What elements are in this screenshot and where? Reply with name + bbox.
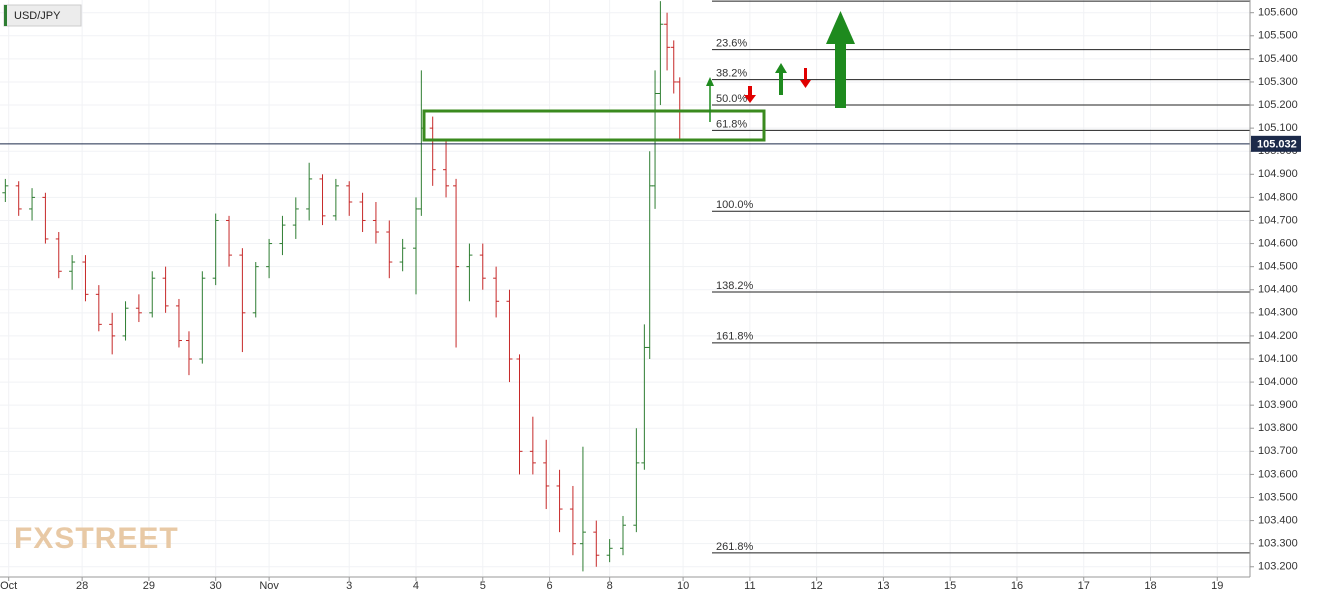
fib-label: 261.8%	[716, 541, 754, 553]
y-tick-label: 105.500	[1258, 30, 1298, 42]
y-tick-label: 104.400	[1258, 284, 1298, 296]
x-tick-label: 3	[346, 580, 352, 592]
arrow-head	[826, 11, 855, 44]
arrow-head	[775, 63, 787, 73]
arrow-up	[779, 72, 783, 95]
fib-label: 23.6%	[716, 38, 747, 50]
x-tick-label: 29	[143, 580, 155, 592]
arrow-head	[744, 95, 756, 103]
x-tick-label: 10	[677, 580, 689, 592]
arrow-down	[748, 86, 752, 96]
x-tick-label: 15	[944, 580, 956, 592]
fib-label: 138.2%	[716, 280, 754, 292]
fib-label: 100.0%	[716, 199, 754, 211]
y-tick-label: 104.500	[1258, 261, 1298, 273]
y-tick-label: 104.100	[1258, 353, 1298, 365]
arrow-head	[706, 77, 714, 86]
y-tick-label: 105.400	[1258, 53, 1298, 65]
x-tick-label: 16	[1011, 580, 1023, 592]
watermark: FXSTREET	[14, 522, 179, 555]
y-tick-label: 103.900	[1258, 399, 1298, 411]
y-tick-label: 103.500	[1258, 491, 1298, 503]
y-tick-label: 105.300	[1258, 76, 1298, 88]
arrow-down	[804, 68, 807, 81]
x-tick-label: 17	[1078, 580, 1090, 592]
y-tick-label: 105.600	[1258, 7, 1298, 19]
x-tick-label: 13	[877, 580, 889, 592]
y-tick-label: 105.100	[1258, 122, 1298, 134]
x-tick-label: Nov	[259, 580, 279, 592]
x-tick-label: 6	[546, 580, 552, 592]
last-price-box	[1251, 135, 1301, 152]
y-tick-label: 104.700	[1258, 214, 1298, 226]
y-tick-label: 104.300	[1258, 307, 1298, 319]
x-tick-label: 28	[76, 580, 88, 592]
symbol-marker	[4, 5, 7, 26]
y-tick-label: 104.200	[1258, 330, 1298, 342]
arrow-head	[800, 80, 811, 88]
grid	[0, 0, 1250, 576]
x-tick-label: 5	[480, 580, 486, 592]
y-tick-label: 105.200	[1258, 99, 1298, 111]
fib-label: 38.2%	[716, 68, 747, 80]
chart-title: USD/JPY	[14, 10, 61, 22]
y-tick-label: 103.400	[1258, 514, 1298, 526]
y-tick-label: 103.800	[1258, 422, 1298, 434]
y-tick-label: 103.300	[1258, 538, 1298, 550]
fib-label: 61.8%	[716, 118, 747, 130]
x-tick-label: 11	[744, 580, 755, 592]
big-arrow-up	[835, 42, 846, 108]
x-tick-label: 4	[413, 580, 419, 592]
y-tick-label: 103.200	[1258, 561, 1298, 573]
y-tick-label: 103.700	[1258, 445, 1298, 457]
x-tick-label: 12	[811, 580, 823, 592]
y-tick-label: 103.600	[1258, 468, 1298, 480]
y-tick-label: 104.000	[1258, 376, 1298, 388]
x-tick-label: 19	[1211, 580, 1223, 592]
zone-box	[422, 109, 766, 142]
fib-label: 50.0%	[716, 93, 747, 105]
y-tick-label: 104.900	[1258, 168, 1298, 180]
y-tick-label: 104.600	[1258, 237, 1298, 249]
x-tick-label: 30	[210, 580, 222, 592]
last-price-label: 105.032	[1257, 139, 1297, 151]
x-tick-label: Oct	[0, 580, 17, 592]
fib-levels: 23.6% 38.2% 50.0% 61.8% 100.0% 138.2% 161.8% 26…	[0, 0, 1250, 554]
x-tick-label: 18	[1144, 580, 1156, 592]
arrows	[706, 11, 855, 122]
ticks: 103.200 103.300 103.400 103.500 103.600 103.7…	[0, 7, 1301, 592]
bars	[2, 1, 683, 572]
y-tick-label: 104.800	[1258, 191, 1298, 203]
fib-label: 161.8%	[716, 331, 754, 343]
x-tick-label: 8	[607, 580, 613, 592]
